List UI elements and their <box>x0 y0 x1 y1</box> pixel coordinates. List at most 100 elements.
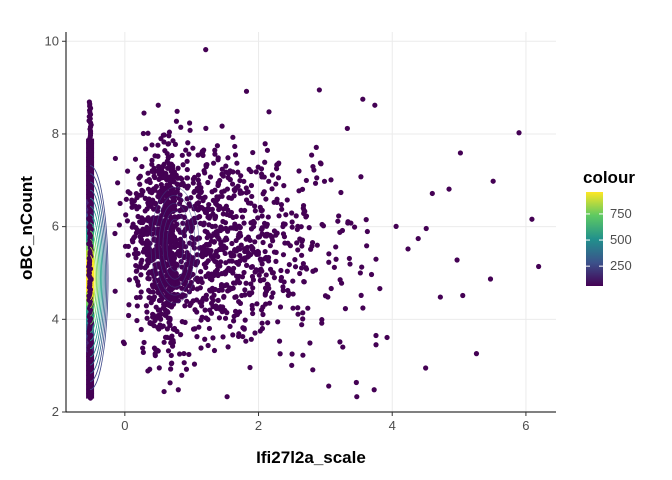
data-point <box>265 320 271 326</box>
data-point <box>249 306 255 312</box>
data-point <box>158 136 164 142</box>
data-point <box>117 200 123 207</box>
data-point <box>296 188 302 194</box>
data-point <box>191 245 198 251</box>
data-point <box>167 230 173 236</box>
data-point <box>145 170 151 176</box>
data-point <box>310 367 316 373</box>
contour-line <box>162 210 188 280</box>
data-point <box>258 226 265 233</box>
data-point <box>191 361 198 367</box>
data-point <box>249 263 255 270</box>
data-point <box>254 301 260 307</box>
data-point <box>213 229 219 235</box>
data-point <box>197 220 204 226</box>
data-point <box>237 177 243 184</box>
data-point <box>171 223 177 229</box>
data-point <box>239 190 245 196</box>
data-point <box>273 258 279 264</box>
data-point <box>146 226 152 232</box>
data-point <box>233 294 239 300</box>
data-point <box>139 257 145 263</box>
data-point <box>168 237 174 244</box>
data-point <box>147 320 153 326</box>
data-point <box>134 317 140 324</box>
data-point <box>213 248 220 254</box>
data-point <box>270 290 276 296</box>
data-point <box>185 140 191 146</box>
data-point <box>242 207 248 214</box>
data-point <box>145 275 151 282</box>
data-point <box>301 279 307 285</box>
data-point <box>205 342 211 349</box>
data-point <box>250 149 256 156</box>
data-point <box>294 240 300 246</box>
data-point <box>277 351 283 357</box>
data-point <box>287 243 293 249</box>
data-point <box>229 240 235 247</box>
data-point <box>166 133 172 139</box>
data-point <box>415 235 421 242</box>
data-point <box>274 162 280 168</box>
data-point <box>258 166 265 172</box>
data-point <box>259 320 265 326</box>
data-point <box>165 141 171 147</box>
data-point <box>242 292 248 298</box>
data-point <box>371 387 377 393</box>
data-point <box>123 196 129 202</box>
y-tick-label: 10 <box>45 33 59 48</box>
data-point <box>255 215 261 221</box>
data-point <box>208 300 215 306</box>
data-point <box>199 279 205 286</box>
data-point <box>457 150 464 156</box>
x-tick-label: 6 <box>522 418 529 433</box>
data-point <box>300 202 307 209</box>
data-point <box>216 315 223 321</box>
data-point <box>170 296 177 302</box>
data-point <box>174 251 180 257</box>
data-point <box>125 252 131 258</box>
data-point <box>155 307 162 313</box>
data-point <box>286 261 292 268</box>
data-point <box>318 161 324 167</box>
data-point <box>149 197 156 203</box>
data-point <box>190 180 196 186</box>
data-point <box>154 347 160 353</box>
data-point <box>168 366 174 372</box>
data-point <box>166 302 172 308</box>
data-point <box>181 214 187 220</box>
data-point <box>146 295 152 301</box>
data-point <box>134 268 140 274</box>
data-point <box>161 388 167 395</box>
data-point <box>144 206 150 212</box>
contour-line <box>90 173 108 382</box>
data-point <box>242 248 248 255</box>
data-point <box>243 236 249 242</box>
data-point <box>195 200 202 206</box>
data-point <box>195 152 201 158</box>
y-tick-label: 8 <box>52 126 59 141</box>
data-point <box>122 243 129 249</box>
data-point <box>144 309 150 315</box>
data-point <box>243 190 250 196</box>
data-point <box>322 293 329 299</box>
data-point <box>195 172 202 178</box>
data-point <box>140 345 146 351</box>
data-point <box>215 155 221 161</box>
data-point <box>405 246 411 252</box>
data-point <box>266 178 272 184</box>
data-point <box>169 173 175 179</box>
data-point <box>338 189 344 196</box>
data-point <box>137 173 143 179</box>
data-point <box>348 220 354 226</box>
data-point <box>423 225 429 232</box>
data-point <box>331 264 337 270</box>
data-point <box>164 326 171 332</box>
contour-line <box>89 238 97 317</box>
data-point <box>273 181 279 187</box>
data-point <box>247 364 253 371</box>
data-point <box>183 366 190 372</box>
data-point <box>126 277 133 283</box>
data-point <box>86 99 92 105</box>
data-point <box>243 185 249 191</box>
